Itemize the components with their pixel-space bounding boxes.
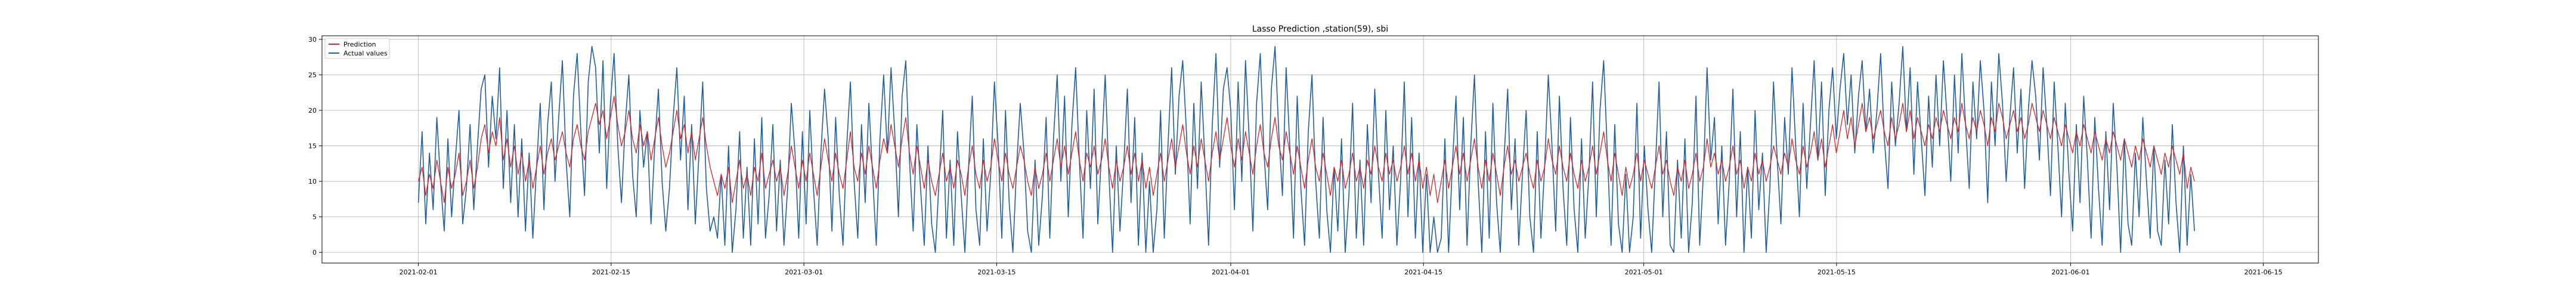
legend-frame <box>324 38 390 59</box>
y-tick-label: 10 <box>308 178 317 185</box>
x-tick-label: 2021-04-15 <box>1404 268 1442 276</box>
plot-frame <box>321 35 2319 264</box>
series-line-prediction <box>418 95 2195 203</box>
y-tick-label: 25 <box>308 71 317 79</box>
x-tick-label: 2021-06-01 <box>2051 268 2089 276</box>
x-tick-label: 2021-06-15 <box>2244 268 2283 276</box>
y-tick-label: 30 <box>308 36 317 44</box>
grid-layer <box>322 36 2318 263</box>
x-tick-label: 2021-05-15 <box>1818 268 1856 276</box>
legend-label-actual-values: Actual values <box>343 50 388 57</box>
legend-label-prediction: Prediction <box>343 41 376 48</box>
axis-layer: 0 5 10 15 20 25 30 2021-02-01 2021-02-15 2021-03-… <box>308 36 2283 276</box>
series-layer <box>417 46 2195 253</box>
chart-legend: Prediction Actual values <box>324 38 390 59</box>
x-tick-label: 2021-04-01 <box>1212 268 1250 276</box>
y-tick-label: 15 <box>308 143 317 150</box>
y-tick-label: 5 <box>312 214 317 221</box>
x-tick-label: 2021-02-15 <box>592 268 630 276</box>
series-line-actual-values <box>417 46 2195 253</box>
x-tick-label: 2021-03-01 <box>785 268 823 276</box>
x-tick-label: 2021-03-15 <box>977 268 1015 276</box>
chart-title: Lasso Prediction ,station(59), sbi <box>1252 24 1388 34</box>
y-tick-label: 0 <box>312 249 317 256</box>
x-tick-label: 2021-02-01 <box>400 268 438 276</box>
y-tick-label: 20 <box>308 107 317 115</box>
x-tick-label: 2021-05-01 <box>1625 268 1663 276</box>
